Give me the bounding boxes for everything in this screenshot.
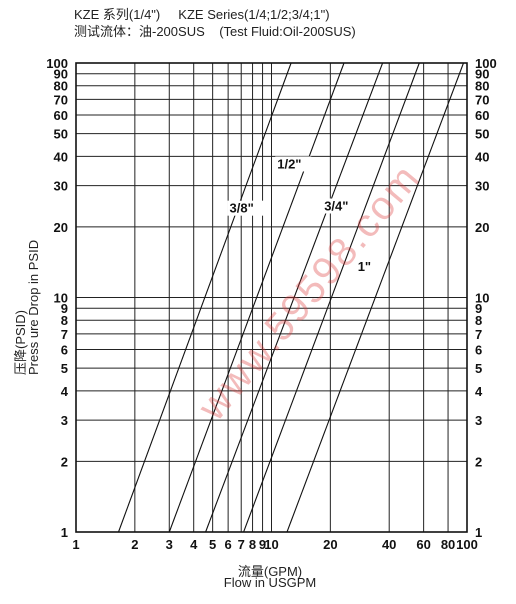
y-tick-label-left-70: 70	[54, 92, 68, 107]
y-tick-label-left-80: 80	[54, 79, 68, 94]
y-tick-label-right-30: 30	[475, 179, 489, 194]
series-label-bg-2	[322, 198, 359, 214]
series-label-bg-0	[227, 200, 264, 216]
x-tick-label-1: 1	[72, 537, 79, 552]
chart-title-line-1: KZE 系列(1/4") KZE Series(1/4;1/2;3/4;1")	[74, 7, 330, 22]
y-tick-label-left-4: 4	[61, 384, 69, 399]
y-tick-label-right-60: 60	[475, 108, 489, 123]
y-tick-label-right-1: 1	[475, 525, 482, 540]
series-line-34	[243, 62, 420, 533]
x-axis-label-cn: 流量(GPM)	[237, 564, 303, 579]
y-tick-label-right-90: 90	[475, 67, 489, 82]
x-tick-label-6: 6	[225, 537, 232, 552]
y-tick-label-right-70: 70	[475, 92, 489, 107]
series-layer	[117, 62, 465, 533]
x-tick-label-7: 7	[238, 537, 245, 552]
x-tick-label-3: 3	[166, 537, 173, 552]
y-tick-label-right-9: 9	[475, 301, 482, 316]
x-tick-label-20: 20	[323, 537, 337, 552]
x-tick-label-4: 4	[190, 537, 198, 552]
x-tick-label-60: 60	[416, 537, 430, 552]
y-tick-label-left-100: 100	[46, 56, 68, 71]
y-tick-label-right-7: 7	[475, 327, 482, 342]
x-tick-label-80: 80	[441, 537, 455, 552]
series-label-bg-3	[355, 258, 376, 274]
series-line-12	[205, 62, 384, 533]
y-tick-label-right-40: 40	[475, 149, 489, 164]
x-tick-label-9: 9	[259, 537, 266, 552]
y-tick-label-right-3: 3	[475, 413, 482, 428]
y-axis-label-en: Press ure Drop in PSID	[26, 239, 41, 375]
y-tick-label-left-9: 9	[61, 301, 68, 316]
series-line-38	[168, 62, 345, 533]
y-tick-label-left-8: 8	[61, 313, 68, 328]
y-tick-label-right-4: 4	[475, 384, 483, 399]
y-tick-label-right-10: 10	[475, 291, 489, 306]
y-tick-label-right-5: 5	[475, 361, 482, 376]
y-tick-label-right-20: 20	[475, 220, 489, 235]
y-tick-label-right-50: 50	[475, 127, 489, 142]
x-tick-label-5: 5	[209, 537, 216, 552]
y-tick-label-left-2: 2	[61, 454, 68, 469]
series-line-unlabeled-0	[117, 62, 292, 533]
x-tick-label-8: 8	[249, 537, 256, 552]
y-tick-label-left-40: 40	[54, 149, 68, 164]
y-tick-label-left-10: 10	[54, 291, 68, 306]
y-tick-label-left-90: 90	[54, 67, 68, 82]
y-tick-label-right-6: 6	[475, 343, 482, 358]
y-tick-label-left-5: 5	[61, 361, 68, 376]
x-axis-label-en: Flow in USGPM	[223, 575, 317, 590]
x-tick-label-40: 40	[382, 537, 396, 552]
series-label-38: 3/8"	[230, 201, 254, 216]
y-tick-label-left-30: 30	[54, 179, 68, 194]
y-tick-label-left-6: 6	[61, 343, 68, 358]
series-label-1: 1"	[358, 259, 371, 274]
x-tick-label-100: 100	[456, 537, 478, 552]
y-tick-label-left-1: 1	[61, 525, 68, 540]
y-tick-label-right-8: 8	[475, 313, 482, 328]
y-tick-label-left-60: 60	[54, 108, 68, 123]
series-line-1	[286, 62, 465, 533]
series-label-12: 1/2"	[277, 156, 301, 171]
plot-border	[75, 62, 468, 533]
y-tick-label-left-20: 20	[54, 220, 68, 235]
series-label-34: 3/4"	[324, 198, 348, 213]
x-tick-label-10: 10	[264, 537, 278, 552]
x-tick-label-2: 2	[131, 537, 138, 552]
y-tick-label-right-80: 80	[475, 79, 489, 94]
y-tick-label-left-7: 7	[61, 327, 68, 342]
y-axis-label-group: 压降(PSID) Press ure Drop in PSID	[2, 230, 42, 380]
series-label-bg-1	[275, 156, 312, 172]
chart-title-line-2: 测试流体：油-200SUS (Test Fluid:Oil-200SUS)	[74, 24, 356, 39]
grid-layer	[76, 63, 467, 532]
y-tick-label-right-100: 100	[475, 56, 497, 71]
y-tick-label-left-3: 3	[61, 413, 68, 428]
series-annotations: 3/8" 1/2" 3/4" 1"	[227, 156, 376, 274]
plot-frame	[75, 62, 468, 533]
y-tick-label-left-50: 50	[54, 127, 68, 142]
y-tick-label-right-2: 2	[475, 454, 482, 469]
